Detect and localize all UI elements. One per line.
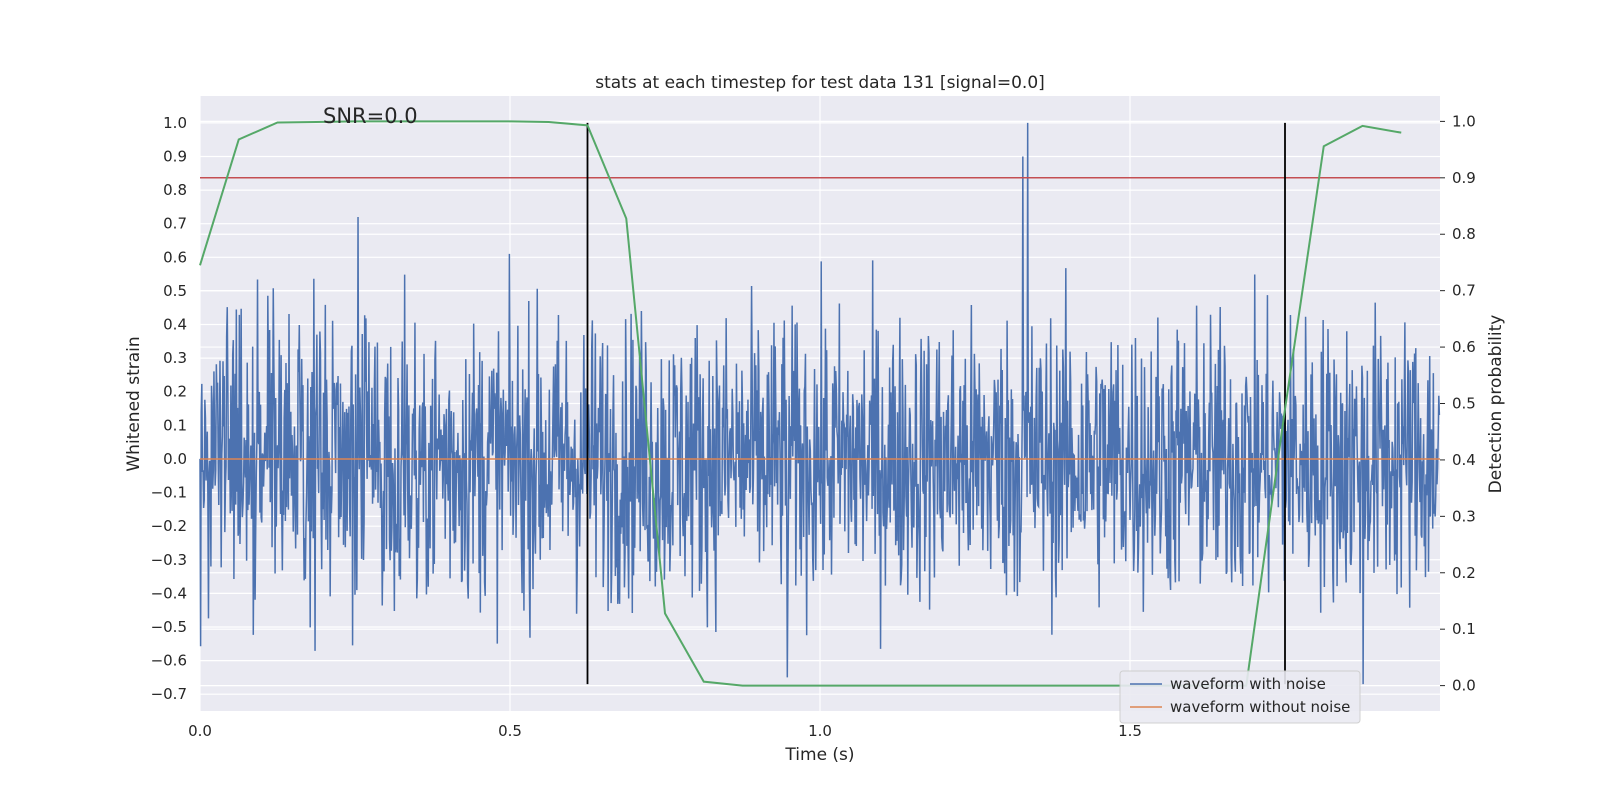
y-tick-label-left: −0.3: [151, 551, 187, 569]
y-tick-label-right: 0.5: [1452, 395, 1476, 413]
x-tick-label: 0.5: [498, 722, 522, 740]
y-tick-label-left: −0.7: [151, 685, 187, 703]
y-tick-label-left: 0.4: [163, 316, 187, 334]
y-tick-label-left: 0.5: [163, 282, 187, 300]
x-axis-label: Time (s): [784, 745, 854, 765]
noisy-waveform-layer: [199, 122, 1441, 685]
y-tick-label-left: −0.2: [151, 517, 187, 535]
y-tick-label-left: 0.9: [163, 147, 187, 165]
x-tick-label: 1.0: [808, 722, 832, 740]
y-tick-label-left: −0.4: [151, 584, 187, 602]
series-layer: [199, 120, 1440, 687]
y-tick-label-right: 0.0: [1452, 677, 1476, 695]
x-tick-label: 0.0: [188, 722, 212, 740]
y-axis-label-left: Whitened strain: [124, 336, 144, 471]
y-tick-label-right: 0.7: [1452, 282, 1476, 300]
axis-ticks: 0.0 0.5 1.0 1.5 1.0 0.9 0.8 0.7 0.6 0.5 0.4 0.3 0.2 0…: [151, 112, 1476, 740]
y-tick-label-right: 0.9: [1452, 169, 1476, 187]
y-tick-label-right: 0.2: [1452, 564, 1476, 582]
legend-box: [1119, 670, 1361, 724]
y-tick-label-left: 0.2: [163, 383, 187, 401]
y-tick-label-left: 0.0: [163, 450, 187, 468]
y-tick-label-left: 0.3: [163, 349, 187, 367]
y-tick-label-right: 0.8: [1452, 225, 1476, 243]
y-tick-label-right: 1.0: [1452, 112, 1476, 130]
series-waveform-with-noise: [199, 122, 1441, 685]
y-tick-label-left: −0.1: [151, 484, 187, 502]
y-tick-label-right: 0.1: [1452, 620, 1476, 638]
legend: waveform with noise waveform without noi…: [1119, 670, 1361, 724]
legend-label-clean: waveform without noise: [1170, 698, 1350, 716]
y-tick-label-left: 0.7: [163, 215, 187, 233]
y-tick-label-left: 1.0: [163, 114, 187, 132]
y-tick-label-right: 0.4: [1452, 451, 1476, 469]
y-tick-label-left: −0.5: [151, 618, 187, 636]
x-tick-label: 1.5: [1118, 722, 1142, 740]
y-tick-label-left: −0.6: [151, 652, 187, 670]
y-tick-label-left: 0.6: [163, 248, 187, 266]
y-tick-label-right: 0.3: [1452, 507, 1476, 525]
snr-annotation: SNR=0.0: [323, 104, 418, 128]
y-tick-label-right: 0.6: [1452, 338, 1476, 356]
y-tick-label-left: 0.1: [163, 416, 187, 434]
y-tick-label-left: 0.8: [163, 181, 187, 199]
chart-title: stats at each timestep for test data 131…: [595, 73, 1045, 93]
legend-label-noise: waveform with noise: [1170, 675, 1326, 693]
y-axis-label-right: Detection probability: [1486, 315, 1506, 494]
